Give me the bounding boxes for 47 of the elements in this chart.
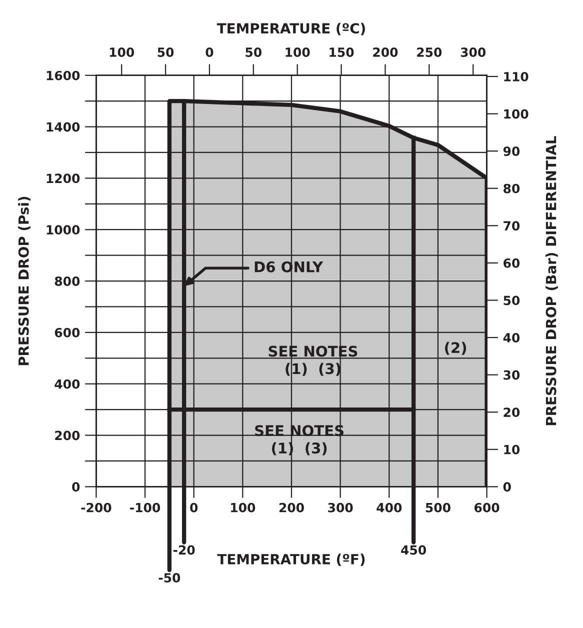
x-tick-label: 600 [474,502,500,512]
x2-tick-label: 250 [417,48,442,57]
annotation: (2) [445,342,466,355]
x-tick-label: 500 [426,502,450,512]
x-tick-label: 400 [376,502,402,512]
x-axis-title: TEMPERATURE (ºF) [217,554,365,566]
y-tick-label: 1000 [46,225,80,235]
x2-tick-label: 50 [246,48,262,57]
y-tick-label: 1200 [46,174,80,184]
y-tick-label: 1600 [46,70,80,80]
y2-tick-label: 80 [504,184,520,194]
y2-tick-label: 90 [503,146,520,156]
x2-tick-label: 100 [286,48,310,57]
y-tick-label: 600 [54,328,80,338]
y2-axis-title: PRESSURE DROP (Bar) DIFFERENTIAL [546,136,558,426]
y2-tick-label: 10 [504,444,520,454]
y2-tick-label: 40 [503,333,520,342]
y-tick-label: 800 [54,276,80,286]
y2-tick-label: 50 [504,296,520,306]
y2-tick-label: 30 [504,370,520,380]
y2-tick-label: 70 [504,221,520,231]
x2-tick-label: 100 [110,48,134,57]
y2-tick-label: 110 [504,72,528,82]
x-tick-label: -100 [130,502,160,512]
annotation: 450 [401,545,426,555]
x-tick-label: 100 [231,502,256,512]
y2-tick-label: 0 [503,482,511,492]
x-tick-label: 300 [328,502,353,512]
y-tick-label: 0 [72,482,80,492]
y-tick-label: 1400 [46,122,80,132]
x-tick-label: -200 [81,502,112,512]
y2-tick-label: 100 [504,109,528,119]
annotation: -50 [158,573,180,582]
x-tick-label: 200 [279,502,304,512]
y-tick-label: 400 [54,379,80,389]
x2-tick-label: 0 [206,48,214,57]
x2-tick-label: 300 [460,48,486,57]
x2-tick-label: 50 [158,48,174,57]
y-tick-label: 200 [55,430,80,440]
y2-tick-label: 60 [504,258,520,268]
x2-tick-label: 200 [373,48,398,57]
y2-tick-label: 20 [504,408,520,418]
annotation: -20 [173,545,195,555]
x-tick-label: 0 [190,502,198,512]
y-axis-title: PRESSURE DROP (Psi) [18,196,30,366]
x2-axis-title: TEMPERATURE (ºC) [216,22,365,36]
x2-tick-label: 150 [330,48,354,57]
